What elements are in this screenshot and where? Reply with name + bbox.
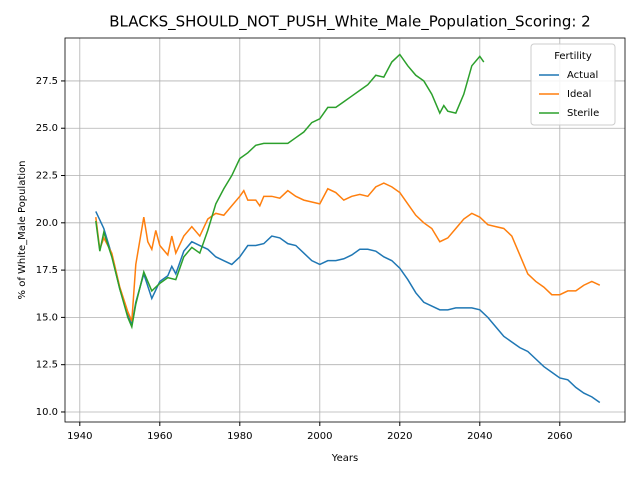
legend-title: Fertility <box>554 51 592 62</box>
x-tick-label: 2060 <box>547 431 572 442</box>
chart-title: BLACKS_SHOULD_NOT_PUSH_White_Male_Popula… <box>109 13 590 32</box>
x-tick-label: 1940 <box>67 431 92 442</box>
series-line <box>95 211 601 404</box>
x-tick-label: 1980 <box>227 431 252 442</box>
legend: Fertility Actual Ideal Sterile <box>530 43 616 126</box>
y-tick-label: 22.5 <box>36 171 58 182</box>
x-tick-label: 2000 <box>307 431 332 442</box>
y-tick-label: 27.5 <box>36 76 58 87</box>
y-tick-label: 17.5 <box>36 265 58 276</box>
x-tick-label: 2040 <box>467 431 492 442</box>
y-tick-label: 25.0 <box>36 123 58 134</box>
legend-label: Ideal <box>567 89 591 100</box>
y-tick-label: 12.5 <box>36 360 58 371</box>
legend-label: Sterile <box>567 108 599 119</box>
plot-frame <box>64 37 626 423</box>
series-line <box>95 53 485 330</box>
y-tick-label: 15.0 <box>36 312 58 323</box>
y-axis-label: % of White_Male Population <box>17 161 28 300</box>
series-line <box>95 182 601 322</box>
x-axis-label: Years <box>331 453 358 464</box>
x-tick-label: 1960 <box>147 431 172 442</box>
legend-box <box>530 43 616 126</box>
y-tick-label: 20.0 <box>36 218 58 229</box>
y-tick-label: 10.0 <box>36 407 58 418</box>
x-tick-label: 2020 <box>387 431 412 442</box>
legend-label: Actual <box>567 70 598 81</box>
